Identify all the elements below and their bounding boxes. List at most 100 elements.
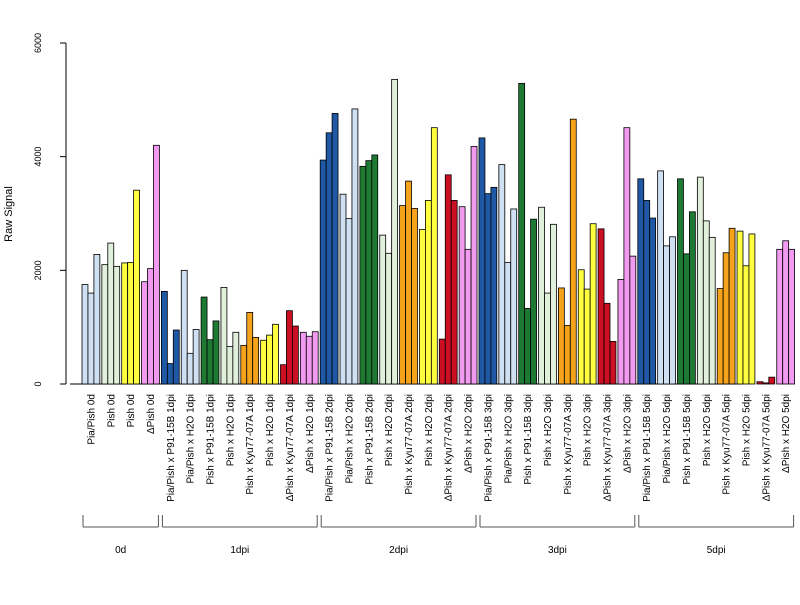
bar bbox=[716, 288, 724, 385]
bar bbox=[629, 255, 637, 385]
x-tick-label: Pia/Pish x P91-15B 3dpi bbox=[483, 394, 494, 502]
bar bbox=[272, 323, 279, 385]
x-tick-label: Pia/Pish x P91-15B 2dpi bbox=[325, 394, 336, 502]
bar bbox=[345, 218, 353, 385]
bar bbox=[617, 279, 625, 385]
bar bbox=[405, 180, 412, 385]
x-tick-label: Pish x P91-15B 1dpi bbox=[206, 394, 217, 485]
bar bbox=[172, 329, 180, 385]
bar bbox=[226, 346, 234, 385]
group-label: 0d bbox=[115, 545, 126, 556]
bar bbox=[147, 268, 154, 385]
bar bbox=[160, 290, 168, 385]
bar bbox=[240, 344, 248, 385]
x-tick-label: ΔPish x H2O 2dpi bbox=[464, 394, 475, 473]
bar bbox=[722, 252, 730, 385]
x-tick-label: Pish x H2O 1dpi bbox=[225, 394, 236, 466]
bar bbox=[121, 262, 129, 385]
bar bbox=[107, 242, 115, 385]
x-tick-label: Pish x Kyu77-07A 5dpi bbox=[722, 394, 733, 495]
bar bbox=[762, 382, 770, 385]
bar bbox=[768, 376, 776, 385]
bar bbox=[113, 265, 121, 385]
bar bbox=[200, 296, 208, 385]
bar bbox=[728, 227, 736, 385]
x-tick-label: Pish x H2O 3dpi bbox=[543, 394, 554, 466]
x-tick-label: Pia/Pish x H2O 1dpi bbox=[186, 394, 197, 484]
bar bbox=[391, 78, 398, 385]
bars bbox=[81, 78, 796, 385]
bar bbox=[399, 205, 406, 385]
y-axis-label: Raw Signal bbox=[3, 186, 15, 242]
x-tick-label: ΔPish x Kyu77-07A 1dpi bbox=[285, 394, 296, 501]
x-tick-label: ΔPish x Kyu77-07A 5dpi bbox=[761, 394, 772, 501]
x-tick-label: Pish x P91-15B 3dpi bbox=[523, 394, 534, 485]
bar bbox=[331, 113, 339, 385]
bar bbox=[609, 340, 617, 385]
bar bbox=[101, 264, 109, 385]
bar bbox=[708, 236, 716, 385]
bar bbox=[127, 261, 135, 385]
x-tick-label: Pia/Pish x H2O 2dpi bbox=[345, 394, 356, 484]
bar bbox=[351, 108, 359, 385]
y-tick-label: 2000 bbox=[33, 260, 43, 280]
bar bbox=[518, 82, 526, 385]
bar bbox=[438, 338, 446, 385]
bar bbox=[544, 292, 551, 385]
bar bbox=[702, 220, 710, 385]
x-tick-label: Pish 0d bbox=[106, 394, 117, 427]
bar bbox=[93, 254, 101, 385]
bar bbox=[478, 137, 486, 385]
bar bbox=[748, 233, 756, 385]
bar bbox=[643, 200, 651, 385]
bar bbox=[153, 144, 160, 385]
bar bbox=[133, 189, 140, 385]
bar bbox=[464, 248, 472, 385]
bar bbox=[524, 308, 532, 385]
x-tick-label: Pish x H2O 1dpi bbox=[265, 394, 276, 466]
bar bbox=[470, 146, 478, 385]
x-tick-label: Pia/Pish x H2O 3dpi bbox=[503, 394, 514, 484]
bar bbox=[510, 208, 518, 385]
bar bbox=[212, 320, 220, 385]
bar bbox=[504, 261, 512, 385]
x-tick-label: Pish 0d bbox=[126, 394, 137, 427]
bar bbox=[252, 336, 260, 385]
bar bbox=[359, 165, 367, 385]
bar bbox=[419, 229, 426, 385]
x-tick-label: Pish x H2O 2dpi bbox=[424, 394, 435, 466]
group-label: 3dpi bbox=[548, 545, 567, 556]
x-tick-label: ΔPish 0d bbox=[146, 394, 157, 434]
x-tick-label: Pish x H2O 5dpi bbox=[742, 394, 753, 466]
bar bbox=[291, 325, 299, 385]
bar bbox=[669, 236, 676, 385]
bar bbox=[742, 265, 750, 385]
bar bbox=[444, 174, 452, 385]
bar bbox=[206, 339, 214, 385]
bar bbox=[563, 325, 571, 385]
bar bbox=[430, 127, 438, 385]
y-tick-label: 4000 bbox=[33, 147, 43, 167]
bar bbox=[637, 178, 645, 385]
bar bbox=[657, 170, 665, 385]
bar bbox=[538, 206, 545, 385]
bar bbox=[192, 329, 200, 385]
bar bbox=[782, 240, 790, 385]
x-tick-label: Pia/Pish x P91-15B 5dpi bbox=[642, 394, 653, 502]
bar bbox=[166, 363, 174, 385]
x-tick-label: Pish x Kyu77-07A 1dpi bbox=[245, 394, 256, 495]
bar bbox=[569, 118, 577, 385]
bar bbox=[490, 186, 498, 385]
group-brackets: 0d 1dpi 2dpi 3dpi 5dpi bbox=[82, 515, 795, 556]
x-tick-label: ΔPish x Kyu77-07A 2dpi bbox=[444, 394, 455, 501]
bar bbox=[81, 284, 89, 385]
x-tick-label: Pish x Kyu77-07A 2dpi bbox=[404, 394, 415, 495]
bar bbox=[689, 211, 696, 385]
bar bbox=[736, 230, 744, 385]
bar bbox=[311, 331, 319, 385]
group-label: 1dpi bbox=[230, 545, 249, 556]
x-tick-label: Pia/Pish x P91-15B 1dpi bbox=[166, 394, 177, 502]
bar bbox=[788, 248, 796, 385]
